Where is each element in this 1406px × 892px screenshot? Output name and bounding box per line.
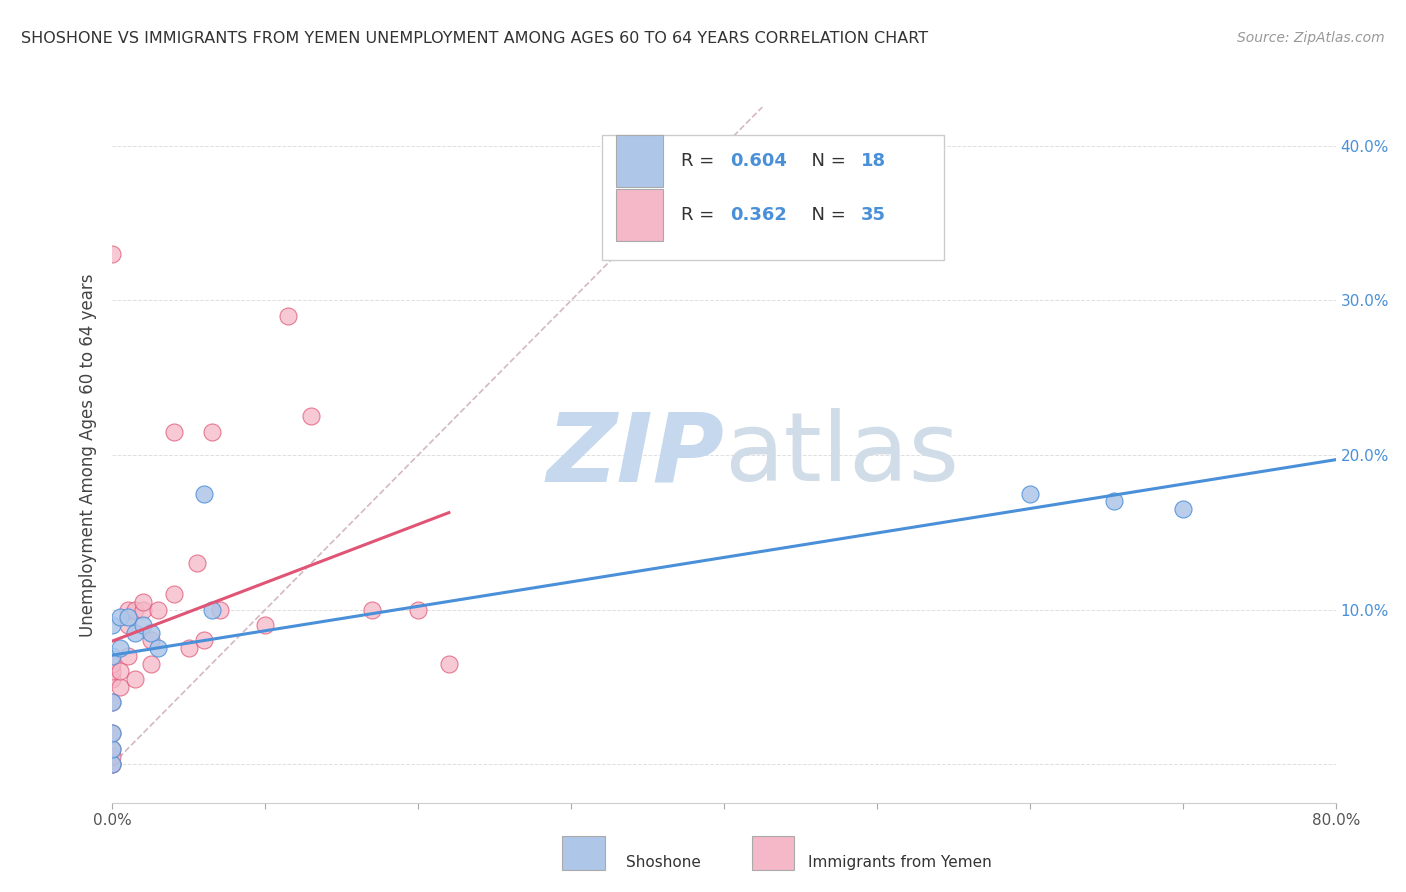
Point — [101, 726, 124, 740]
Point — [193, 633, 215, 648]
Point — [101, 757, 124, 772]
Point — [139, 657, 162, 671]
Text: R =: R = — [682, 153, 720, 170]
Point — [101, 648, 124, 663]
Point — [361, 602, 384, 616]
Point — [101, 665, 124, 679]
Point — [193, 486, 215, 500]
Point — [117, 602, 139, 616]
Point — [1171, 502, 1194, 516]
Point — [101, 618, 124, 632]
Text: SHOSHONE VS IMMIGRANTS FROM YEMEN UNEMPLOYMENT AMONG AGES 60 TO 64 YEARS CORRELA: SHOSHONE VS IMMIGRANTS FROM YEMEN UNEMPL… — [21, 31, 928, 46]
Point — [101, 695, 124, 709]
Point — [299, 409, 322, 424]
Point — [139, 633, 162, 648]
Point — [132, 618, 155, 632]
Point — [201, 602, 224, 616]
FancyBboxPatch shape — [602, 135, 945, 260]
Point — [101, 757, 124, 772]
Text: Immigrants from Yemen: Immigrants from Yemen — [808, 855, 993, 870]
Point — [117, 648, 139, 663]
Point — [201, 425, 224, 439]
Point — [108, 680, 131, 694]
Point — [148, 602, 170, 616]
Point — [108, 610, 131, 624]
Text: atlas: atlas — [724, 409, 959, 501]
Point — [108, 665, 131, 679]
Point — [101, 741, 124, 756]
Point — [1102, 494, 1125, 508]
Point — [408, 602, 430, 616]
Text: 18: 18 — [860, 153, 886, 170]
Point — [101, 726, 124, 740]
Point — [101, 757, 124, 772]
Point — [101, 657, 124, 671]
Point — [101, 247, 124, 261]
Point — [124, 625, 146, 640]
FancyBboxPatch shape — [616, 136, 664, 187]
Text: 35: 35 — [860, 206, 886, 224]
Point — [1018, 486, 1040, 500]
Point — [254, 618, 277, 632]
Point — [437, 657, 460, 671]
Point — [132, 595, 155, 609]
Point — [139, 625, 162, 640]
Point — [124, 602, 146, 616]
Text: 0.604: 0.604 — [730, 153, 787, 170]
Text: 0.362: 0.362 — [730, 206, 787, 224]
Point — [163, 425, 186, 439]
Point — [163, 587, 186, 601]
Point — [101, 741, 124, 756]
Point — [124, 672, 146, 686]
Point — [101, 695, 124, 709]
Point — [117, 618, 139, 632]
Point — [108, 641, 131, 656]
Text: Shoshone: Shoshone — [626, 855, 700, 870]
Text: N =: N = — [800, 206, 852, 224]
Point — [101, 672, 124, 686]
Text: N =: N = — [800, 153, 852, 170]
Point — [277, 309, 299, 323]
Point — [132, 602, 155, 616]
Point — [186, 556, 208, 570]
Y-axis label: Unemployment Among Ages 60 to 64 years: Unemployment Among Ages 60 to 64 years — [79, 273, 97, 637]
Text: Source: ZipAtlas.com: Source: ZipAtlas.com — [1237, 31, 1385, 45]
Point — [177, 641, 200, 656]
Point — [208, 602, 231, 616]
Point — [117, 610, 139, 624]
Point — [148, 641, 170, 656]
FancyBboxPatch shape — [616, 189, 664, 242]
Point — [101, 749, 124, 764]
Text: R =: R = — [682, 206, 720, 224]
Text: ZIP: ZIP — [546, 409, 724, 501]
